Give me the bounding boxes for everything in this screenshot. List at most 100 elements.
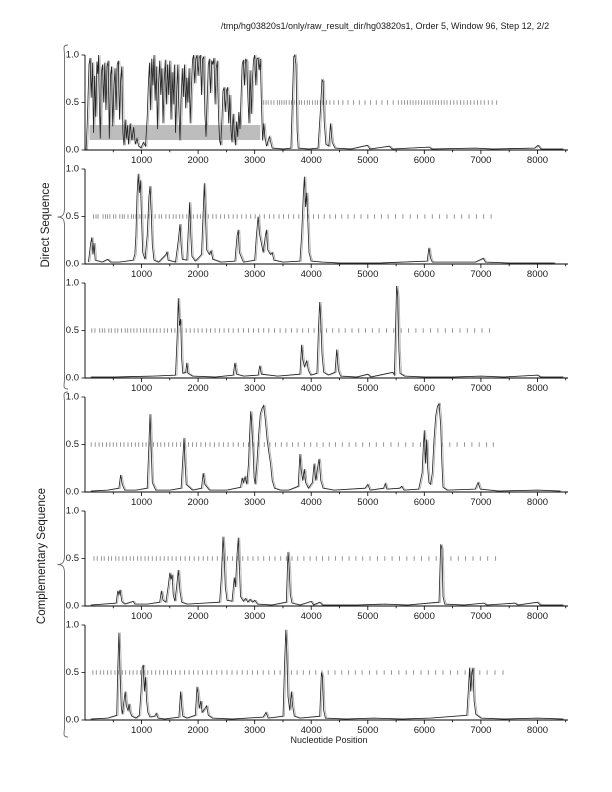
marker-row bbox=[93, 556, 497, 561]
svg-text:6000: 6000 bbox=[414, 497, 435, 508]
y-tick-labels: 1.0 0.5 0.0 bbox=[66, 392, 79, 498]
probability-curve bbox=[90, 536, 565, 606]
svg-text:0.0: 0.0 bbox=[66, 487, 79, 498]
svg-text:4000: 4000 bbox=[301, 497, 322, 508]
probability-curve bbox=[88, 173, 556, 264]
svg-text:1.0: 1.0 bbox=[66, 278, 79, 289]
svg-text:5000: 5000 bbox=[357, 155, 378, 166]
subplot-complementary-frame-3: 1.0 0.5 0.0 1000 2000 3000 4000 5000 6000 7000 800… bbox=[66, 620, 568, 736]
x-ticks bbox=[112, 606, 567, 610]
svg-text:4000: 4000 bbox=[301, 725, 322, 736]
probability-curve bbox=[90, 402, 562, 492]
subplot-complementary-frame-1: 1.0 0.5 0.0 1000 2000 3000 4000 5000 6000 7000 800… bbox=[66, 392, 568, 508]
svg-text:7000: 7000 bbox=[470, 497, 491, 508]
curly-brace-path bbox=[57, 391, 69, 738]
x-ticks bbox=[112, 720, 567, 724]
x-ticks bbox=[112, 264, 567, 268]
subplot-complementary-frame-2: 1.0 0.5 0.0 1000 2000 3000 4000 5000 6000 7000 800… bbox=[66, 506, 568, 622]
x-tick-labels: 1000 2000 3000 4000 5000 6000 7000 8000 bbox=[131, 155, 548, 166]
svg-text:4000: 4000 bbox=[301, 383, 322, 394]
svg-text:1.0: 1.0 bbox=[66, 506, 79, 517]
svg-text:5000: 5000 bbox=[357, 725, 378, 736]
svg-text:1.0: 1.0 bbox=[66, 620, 79, 631]
y-ticks bbox=[81, 396, 85, 493]
svg-text:4000: 4000 bbox=[301, 611, 322, 622]
svg-text:4000: 4000 bbox=[301, 269, 322, 280]
x-tick-labels: 1000 2000 3000 4000 5000 6000 7000 8000 bbox=[131, 269, 548, 280]
y-ticks bbox=[81, 624, 85, 721]
svg-text:1000: 1000 bbox=[131, 611, 152, 622]
svg-text:3000: 3000 bbox=[244, 383, 265, 394]
svg-text:2000: 2000 bbox=[188, 269, 209, 280]
y-tick-labels: 1.0 0.5 0.0 bbox=[66, 278, 79, 384]
svg-text:3000: 3000 bbox=[244, 497, 265, 508]
svg-text:2000: 2000 bbox=[188, 383, 209, 394]
svg-text:5000: 5000 bbox=[357, 611, 378, 622]
subplot-direct-frame-2: 1.0 0.5 0.0 1000 2000 3000 4000 5000 6000 7000 800… bbox=[66, 164, 568, 280]
svg-text:2000: 2000 bbox=[188, 611, 209, 622]
svg-text:6000: 6000 bbox=[414, 725, 435, 736]
y-ticks bbox=[81, 510, 85, 607]
svg-text:0.5: 0.5 bbox=[66, 553, 79, 564]
svg-text:1000: 1000 bbox=[131, 155, 152, 166]
probability-curve bbox=[90, 629, 565, 720]
svg-text:6000: 6000 bbox=[414, 383, 435, 394]
svg-text:0.5: 0.5 bbox=[66, 667, 79, 678]
svg-text:8000: 8000 bbox=[527, 611, 548, 622]
y-ticks bbox=[81, 282, 85, 379]
svg-text:1000: 1000 bbox=[131, 383, 152, 394]
probability-curve bbox=[85, 53, 565, 151]
marker-row bbox=[263, 100, 498, 105]
svg-text:2000: 2000 bbox=[188, 497, 209, 508]
svg-text:1000: 1000 bbox=[131, 497, 152, 508]
svg-text:0.5: 0.5 bbox=[66, 211, 79, 222]
svg-text:5000: 5000 bbox=[357, 269, 378, 280]
svg-text:8000: 8000 bbox=[527, 383, 548, 394]
svg-text:1.0: 1.0 bbox=[66, 164, 79, 175]
y-tick-labels: 1.0 0.5 0.0 bbox=[66, 506, 79, 612]
svg-text:2000: 2000 bbox=[188, 725, 209, 736]
x-axis-title: Nucleotide Position bbox=[290, 735, 368, 745]
svg-text:1.0: 1.0 bbox=[66, 50, 79, 61]
svg-text:0.0: 0.0 bbox=[66, 373, 79, 384]
svg-text:7000: 7000 bbox=[470, 725, 491, 736]
svg-text:1000: 1000 bbox=[131, 269, 152, 280]
marker-row bbox=[91, 328, 490, 333]
page-title: /tmp/hg03820s1/only/raw_result_dir/hg038… bbox=[220, 21, 550, 31]
x-ticks bbox=[112, 492, 567, 496]
svg-text:7000: 7000 bbox=[470, 269, 491, 280]
svg-text:0.0: 0.0 bbox=[66, 715, 79, 726]
y-tick-labels: 1.0 0.5 0.0 bbox=[66, 50, 79, 156]
svg-text:7000: 7000 bbox=[470, 383, 491, 394]
y-ticks bbox=[81, 168, 85, 265]
x-tick-labels: 1000 2000 3000 4000 5000 6000 7000 8000 bbox=[131, 497, 548, 508]
x-tick-labels: 1000 2000 3000 4000 5000 6000 7000 8000 bbox=[131, 725, 548, 736]
x-tick-labels: 1000 2000 3000 4000 5000 6000 7000 8000 bbox=[131, 383, 548, 394]
svg-text:5000: 5000 bbox=[357, 383, 378, 394]
subplot-direct-frame-3: 1.0 0.5 0.0 1000 2000 3000 4000 5000 6000 7000 800… bbox=[66, 278, 568, 394]
svg-text:8000: 8000 bbox=[527, 269, 548, 280]
svg-text:1.0: 1.0 bbox=[66, 392, 79, 403]
svg-text:0.5: 0.5 bbox=[66, 97, 79, 108]
y-ticks bbox=[81, 54, 85, 151]
subplot-direct-frame-1: 1.0 0.5 0.0 1000 2000 3000 4000 5000 6000 7000 800… bbox=[66, 50, 568, 166]
y-tick-labels: 1.0 0.5 0.0 bbox=[66, 164, 79, 270]
marker-row bbox=[90, 442, 494, 447]
x-ticks bbox=[112, 150, 567, 154]
svg-text:6000: 6000 bbox=[414, 155, 435, 166]
axes bbox=[84, 625, 568, 721]
marker-row bbox=[92, 670, 504, 675]
svg-text:0.0: 0.0 bbox=[66, 601, 79, 612]
svg-text:8000: 8000 bbox=[527, 725, 548, 736]
svg-text:2000: 2000 bbox=[188, 155, 209, 166]
svg-text:3000: 3000 bbox=[244, 725, 265, 736]
svg-text:8000: 8000 bbox=[527, 497, 548, 508]
x-ticks bbox=[112, 378, 567, 382]
svg-text:1000: 1000 bbox=[131, 725, 152, 736]
svg-text:3000: 3000 bbox=[244, 155, 265, 166]
svg-text:0.5: 0.5 bbox=[66, 325, 79, 336]
svg-text:7000: 7000 bbox=[470, 155, 491, 166]
svg-text:3000: 3000 bbox=[244, 269, 265, 280]
x-tick-labels: 1000 2000 3000 4000 5000 6000 7000 8000 bbox=[131, 611, 548, 622]
